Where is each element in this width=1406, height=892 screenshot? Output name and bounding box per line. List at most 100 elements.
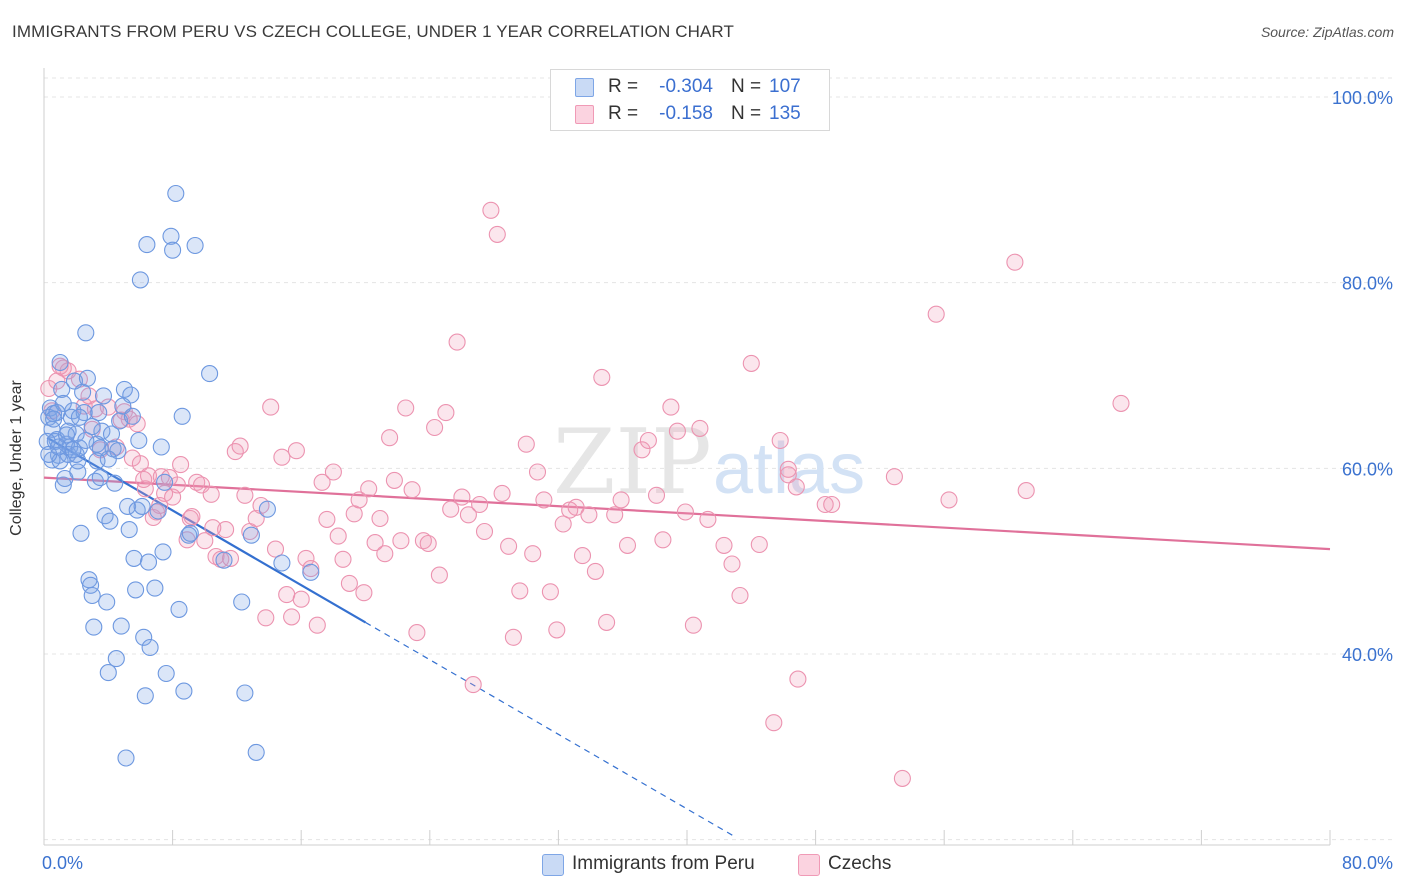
legend-label-peru: Immigrants from Peru [572, 853, 755, 874]
point-czechs [493, 484, 511, 502]
point-czechs [927, 305, 945, 323]
point-peru [112, 617, 130, 635]
point-czechs [618, 536, 637, 554]
point-czechs [247, 509, 265, 528]
point-czechs [99, 398, 117, 416]
point-peru [141, 638, 159, 657]
point-czechs [183, 508, 201, 526]
point-czechs [580, 506, 598, 524]
point-czechs [482, 201, 500, 219]
point-czechs [355, 584, 373, 602]
legend-swatch-czechs [575, 105, 594, 124]
point-peru [236, 684, 254, 702]
legend-n-label: N = [731, 76, 762, 97]
point-peru [247, 743, 265, 761]
x-tick-label: 0.0% [42, 853, 83, 873]
point-czechs [207, 547, 225, 566]
point-czechs [573, 547, 592, 565]
point-peru [99, 664, 117, 682]
trend-line-peru-extension [365, 621, 736, 838]
point-czechs [40, 379, 58, 398]
point-peru [175, 682, 193, 700]
point-czechs [236, 486, 254, 504]
point-czechs [511, 582, 529, 600]
point-czechs [524, 545, 542, 563]
legend-n-value: 107 [769, 76, 801, 97]
point-czechs [453, 488, 471, 506]
point-czechs [1017, 482, 1035, 500]
point-czechs [135, 470, 153, 489]
point-peru [125, 549, 143, 567]
point-czechs [371, 509, 389, 528]
point-czechs [488, 225, 506, 243]
point-peru [273, 554, 291, 572]
point-peru [123, 407, 141, 425]
point-czechs [500, 537, 518, 555]
point-czechs [204, 519, 222, 537]
point-czechs [528, 463, 547, 481]
watermark-atlas: atlas [713, 429, 865, 509]
watermark: ZIP atlas [553, 410, 865, 515]
point-peru [90, 404, 108, 422]
point-peru [130, 431, 148, 450]
point-czechs [554, 515, 572, 533]
chart-title: IMMIGRANTS FROM PERU VS CZECH COLLEGE, U… [12, 22, 734, 41]
point-czechs [392, 532, 410, 550]
point-peru [91, 469, 109, 487]
point-czechs [313, 473, 331, 491]
point-peru [181, 524, 199, 542]
point-peru [98, 593, 116, 611]
legend-swatch-peru [575, 78, 594, 97]
point-peru [69, 463, 87, 481]
point-czechs [172, 456, 190, 474]
point-peru [258, 500, 276, 518]
point-peru [131, 271, 149, 289]
point-peru [170, 600, 188, 618]
point-czechs [329, 527, 347, 545]
y-tick-label: 100.0% [1332, 88, 1393, 108]
point-peru [83, 586, 101, 605]
point-czechs [196, 532, 214, 550]
point-czechs [397, 399, 415, 417]
point-czechs [430, 566, 448, 584]
legend-row-peru: R = -0.304 N = 107 [551, 74, 829, 100]
point-czechs [567, 498, 585, 516]
point-czechs [504, 628, 522, 646]
point-czechs [779, 460, 797, 478]
point-czechs [217, 521, 235, 539]
point-peru [70, 408, 88, 426]
data-points [38, 184, 1130, 787]
point-czechs [308, 616, 326, 634]
point-peru [93, 422, 111, 440]
point-peru [164, 241, 182, 259]
point-czechs [221, 549, 240, 567]
legend-r-value: -0.304 [659, 76, 713, 97]
point-czechs [691, 419, 709, 437]
point-peru [94, 387, 113, 405]
point-czechs [287, 442, 305, 460]
point-czechs [360, 480, 378, 498]
point-czechs [292, 590, 310, 608]
point-czechs [647, 486, 666, 504]
point-peru [136, 687, 154, 705]
point-czechs [639, 431, 657, 450]
point-czechs [75, 397, 93, 415]
point-peru [127, 581, 145, 599]
point-czechs [816, 495, 834, 514]
point-peru [72, 524, 90, 542]
point-czechs [448, 333, 466, 351]
point-czechs [1006, 253, 1024, 271]
point-czechs [541, 583, 559, 601]
point-czechs [302, 560, 320, 578]
point-peru [215, 551, 233, 569]
point-peru [167, 184, 185, 203]
point-czechs [723, 555, 741, 573]
point-peru [109, 442, 127, 460]
point-peru [51, 353, 69, 372]
point-czechs [535, 491, 553, 509]
point-peru [146, 579, 164, 597]
watermark-zip: ZIP [553, 410, 712, 515]
point-czechs [426, 418, 444, 437]
point-czechs [654, 531, 672, 549]
